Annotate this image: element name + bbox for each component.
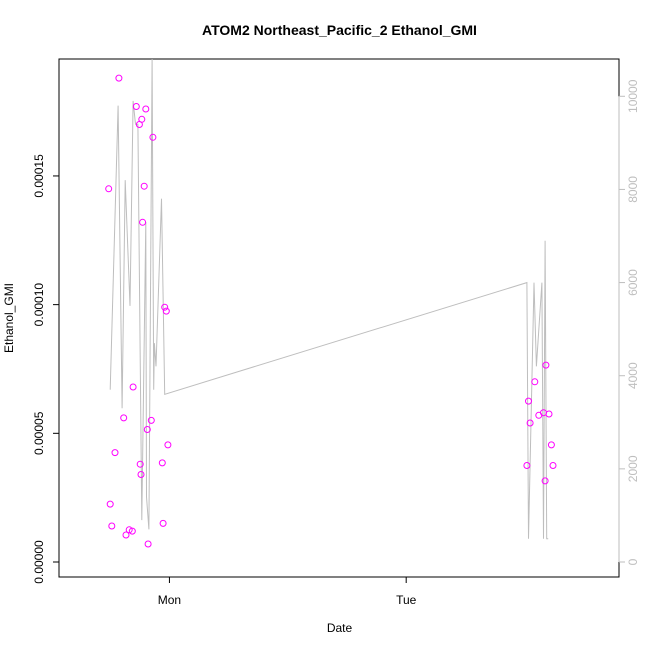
data-point (164, 441, 172, 449)
data-point (161, 303, 169, 311)
data-point (122, 531, 130, 539)
data-point (545, 410, 553, 418)
data-point (158, 459, 166, 467)
data-point (547, 441, 555, 449)
data-point (128, 527, 136, 535)
data-point (120, 414, 128, 422)
data-point (111, 449, 119, 457)
data-point (147, 416, 155, 424)
point-series (105, 74, 557, 548)
y-tick-label: 0.00010 (32, 283, 46, 327)
data-point (526, 419, 534, 427)
y-tick-label: 0.00000 (32, 540, 46, 584)
data-point (125, 526, 133, 534)
data-point (140, 182, 148, 190)
data-point (525, 397, 532, 405)
data-point (549, 462, 557, 469)
data-point (129, 383, 137, 391)
data-point (159, 519, 167, 527)
x-tick-label: Mon (158, 593, 181, 607)
y2-tick-label: 6000 (626, 269, 640, 296)
line-series (109, 58, 549, 540)
y-axis-label: Ethanol_GMI (2, 283, 16, 353)
y-tick-label: 0.00005 (32, 411, 46, 455)
data-point (138, 115, 146, 123)
data-point (115, 74, 123, 82)
data-point (105, 185, 113, 193)
y-axis-left: 0.00000 0.00005 0.00010 0.00015 (32, 154, 60, 584)
series-line (109, 58, 549, 540)
data-point (541, 477, 549, 485)
y2-tick-label: 8000 (626, 176, 640, 203)
y2-tick-label: 4000 (626, 362, 640, 389)
data-point (143, 426, 151, 433)
y-axis-right: 0 2000 4000 6000 8000 10000 (618, 79, 640, 565)
y2-tick-label: 10000 (626, 79, 640, 113)
data-point (132, 103, 140, 110)
data-point (137, 471, 145, 478)
data-point (106, 500, 114, 508)
x-tick-label: Tue (396, 593, 417, 607)
data-point (136, 460, 144, 468)
y-tick-label: 0.00015 (32, 154, 46, 198)
y2-tick-label: 0 (626, 558, 640, 565)
data-point (142, 105, 150, 113)
data-point (108, 522, 116, 530)
data-point (542, 361, 550, 369)
data-point (523, 462, 531, 469)
x-axis: Mon Tue (158, 576, 417, 607)
chart-title: ATOM2 Northeast_Pacific_2 Ethanol_GMI (202, 22, 477, 38)
data-point (162, 307, 170, 315)
data-point (149, 133, 157, 141)
data-point (144, 540, 152, 548)
data-point (531, 378, 539, 386)
data-point (139, 218, 147, 226)
x-axis-label: Date (327, 621, 353, 635)
y2-tick-label: 2000 (626, 455, 640, 482)
